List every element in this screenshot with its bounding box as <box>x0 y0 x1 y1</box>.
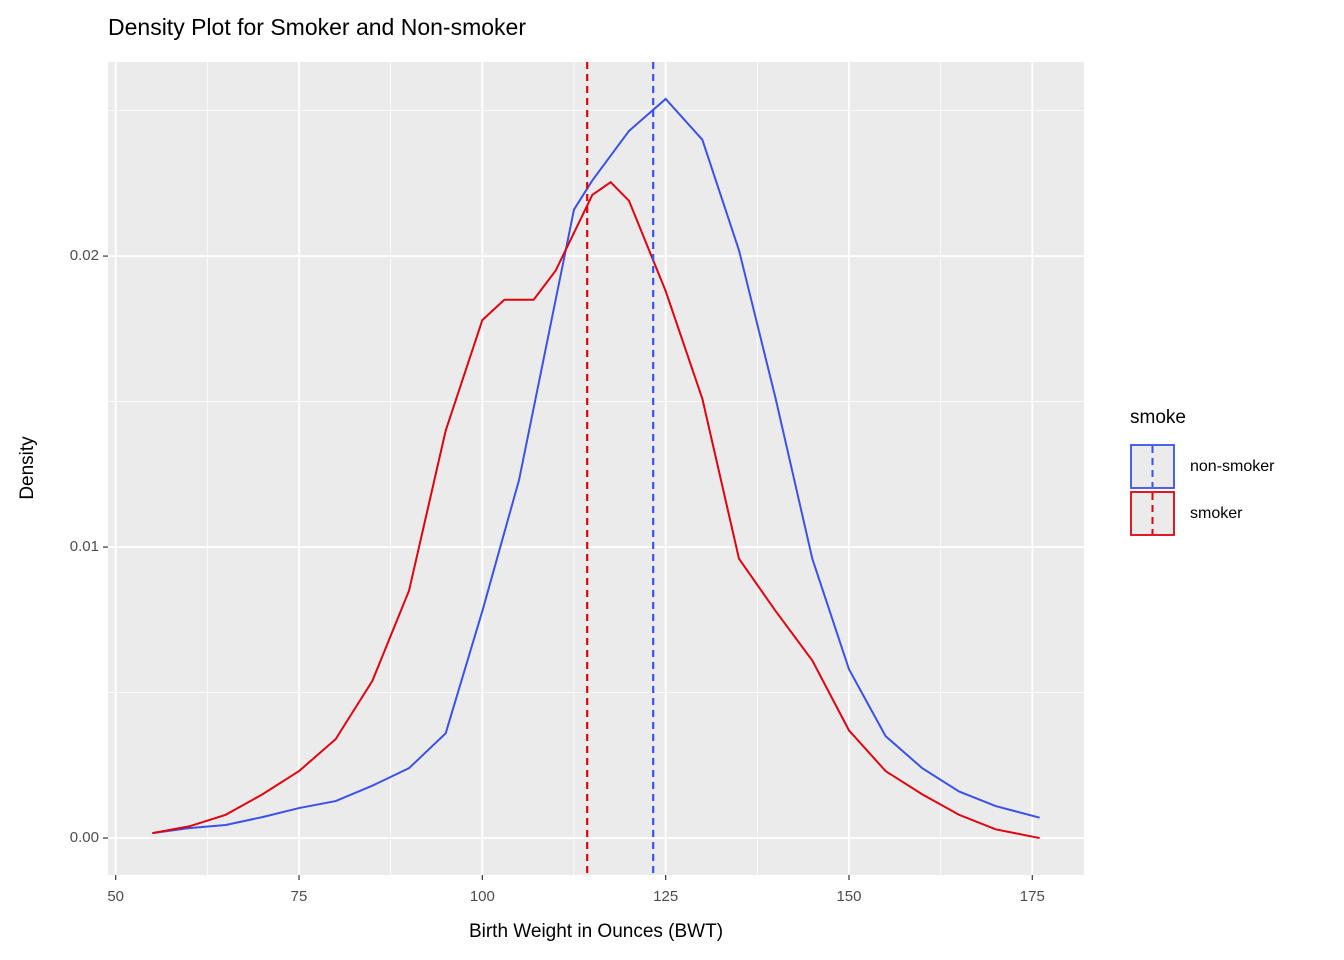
y-tick-label: 0.02 <box>70 247 99 264</box>
legend-label: non-smoker <box>1190 458 1275 475</box>
legend-label: smoker <box>1190 505 1243 522</box>
plot-panel <box>108 62 1084 875</box>
x-tick-label: 125 <box>653 888 678 905</box>
density-line <box>152 97 1040 835</box>
y-tick-label: 0.00 <box>70 829 99 846</box>
x-tick-label: 175 <box>1020 888 1045 905</box>
x-tick-label: 100 <box>470 888 495 905</box>
y-tick-label: 0.01 <box>70 538 99 555</box>
legend-title: smoke <box>1130 407 1186 428</box>
chart-title: Density Plot for Smoker and Non-smoker <box>108 14 526 40</box>
x-tick-label: 150 <box>836 888 861 905</box>
x-tick-label: 75 <box>291 888 308 905</box>
x-tick-label: 50 <box>107 888 124 905</box>
legend-key <box>1130 491 1175 536</box>
density-line <box>152 180 1040 840</box>
y-axis-label: Density <box>17 436 38 500</box>
x-axis-label: Birth Weight in Ounces (BWT) <box>469 921 723 942</box>
